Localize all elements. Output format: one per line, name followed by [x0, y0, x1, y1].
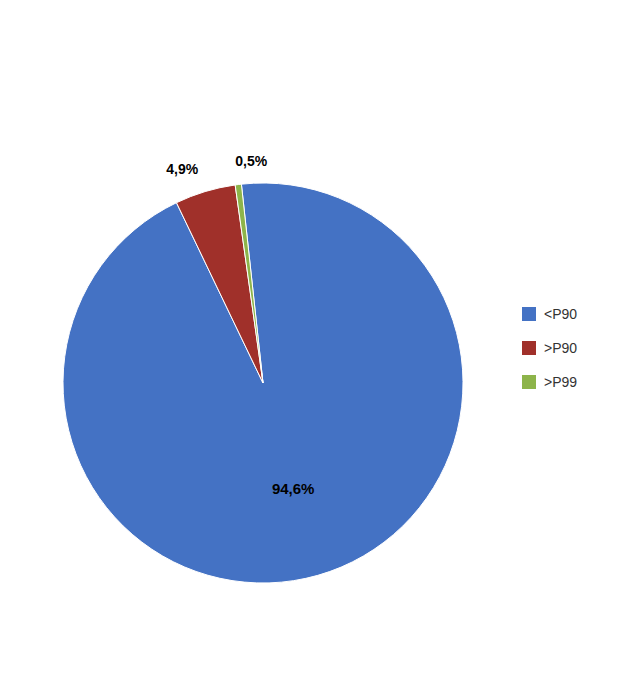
html-text:<P90: <P90	[544, 306, 578, 322]
svg-text:94,6%: 94,6%	[272, 480, 315, 497]
html-text:>P90: >P90	[544, 340, 578, 356]
svg-text:0,5%: 0,5%	[235, 153, 267, 169]
svg-text:4,9%: 4,9%	[166, 161, 198, 177]
html-text:>P99: >P99	[544, 374, 578, 390]
